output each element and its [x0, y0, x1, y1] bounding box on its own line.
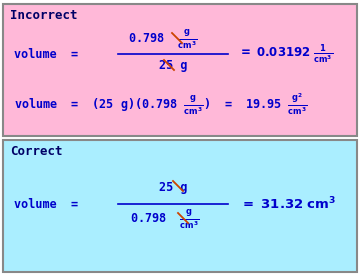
Text: volume  =: volume =: [14, 198, 78, 211]
Text: Incorrect: Incorrect: [10, 9, 77, 22]
Text: 0.798  $\mathbf{\frac{g}{cm^3}}$: 0.798 $\mathbf{\frac{g}{cm^3}}$: [130, 209, 200, 231]
Text: Correct: Correct: [10, 145, 63, 158]
Text: 25 g: 25 g: [159, 60, 187, 73]
Text: 25 g: 25 g: [159, 182, 187, 195]
Text: volume  =: volume =: [14, 47, 78, 60]
Text: volume  =  (25 g)(0.798 $\mathbf{\frac{g}{cm^3}}$)  =  19.95 $\mathbf{\frac{g^2}: volume = (25 g)(0.798 $\mathbf{\frac{g}{…: [14, 91, 308, 117]
Text: 0.798  $\mathbf{\frac{g}{cm^3}}$: 0.798 $\mathbf{\frac{g}{cm^3}}$: [129, 29, 198, 51]
Text: $\mathbf{= \ 0.03192 \ \frac{1}{cm^3}}$: $\mathbf{= \ 0.03192 \ \frac{1}{cm^3}}$: [238, 43, 333, 66]
Bar: [3, 140, 357, 272]
Text: $\mathbf{= \ 31.32 \ cm^3}$: $\mathbf{= \ 31.32 \ cm^3}$: [240, 196, 336, 212]
Bar: [3, 4, 357, 136]
